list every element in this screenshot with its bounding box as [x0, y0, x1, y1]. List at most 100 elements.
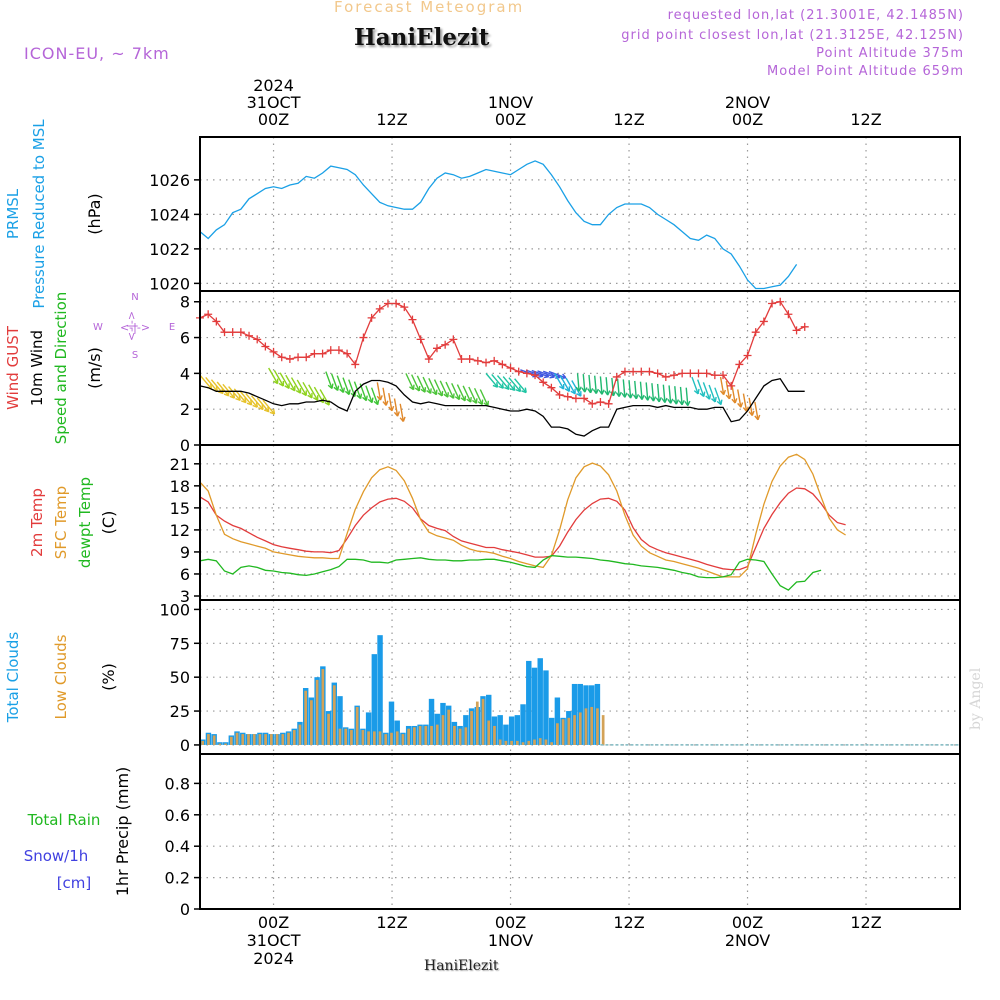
total-cloud-bar: [371, 654, 378, 745]
low-cloud-bar: [515, 740, 519, 745]
gust-marker: [343, 349, 352, 358]
panel-unit: (m/s): [85, 347, 104, 389]
bottom-time-label: 31OCT: [247, 931, 301, 950]
gust-marker: [416, 335, 425, 344]
wind-arrow: [422, 376, 432, 394]
gust-marker: [653, 369, 662, 378]
wind-arrow: [239, 390, 253, 406]
gust-marker: [661, 372, 670, 381]
y-tick-label: 0: [180, 436, 190, 455]
wind-arrow-head: [385, 400, 389, 406]
wind-arrow-head: [658, 397, 662, 403]
low-cloud-bar: [601, 715, 605, 745]
wind-arrow: [725, 381, 731, 399]
gust-marker: [727, 381, 736, 390]
panel-temperature: 3 6 9 12 15 18 21 2m Temp SFC Temp dewpt Temp (C): [28, 444, 961, 606]
wind-arrow-head: [449, 394, 454, 399]
wind-arrow-head: [595, 388, 600, 394]
point-altitude: Point Altitude 375m: [816, 46, 964, 61]
low-cloud-bar: [287, 732, 290, 745]
y-tick-label: 18: [170, 477, 190, 496]
wind-arrow-head: [618, 391, 622, 397]
gust-marker: [334, 346, 343, 355]
wind-arrow-head: [431, 391, 437, 396]
y-tick-label: 2: [180, 400, 190, 419]
panel-frame: [199, 444, 961, 601]
wind-arrow: [731, 385, 736, 404]
wind-arrow-head: [664, 397, 668, 403]
wind-arrow-head: [699, 392, 705, 398]
y-tick-label: 25: [170, 702, 190, 721]
wind-arrow-head: [313, 397, 319, 401]
wind-arrow: [376, 382, 382, 401]
wind-arrow: [639, 381, 643, 400]
wind-arrow-head: [629, 393, 634, 399]
wind-arrow-head: [258, 407, 264, 411]
wind-arrow-head: [223, 393, 229, 397]
wind-arrow-head: [367, 398, 373, 404]
wind-arrow-head: [377, 399, 380, 405]
wind-arrow-head: [757, 414, 761, 420]
wind-arrow-head: [215, 386, 218, 392]
gust-marker: [375, 304, 384, 313]
wind-arrow-head: [601, 389, 605, 395]
gust-marker: [408, 315, 417, 324]
panel-frame: [199, 136, 961, 292]
wind-arrow-head: [402, 416, 406, 422]
low-cloud-bar: [241, 734, 245, 745]
wind-arrow-head: [331, 383, 334, 389]
wind-arrow: [548, 370, 567, 379]
y-tick-label: 15: [170, 499, 190, 518]
wind-arrow-head: [748, 411, 753, 417]
wind-arrow-head: [339, 388, 344, 394]
low-cloud-bar: [453, 725, 456, 745]
wind-arrow-head: [627, 393, 632, 399]
gust-marker: [571, 394, 580, 403]
y-tick-label: 1026: [149, 171, 190, 190]
gust-marker: [212, 317, 221, 326]
wind-arrow-head: [477, 401, 483, 406]
total-cloud-bar: [554, 697, 561, 745]
low-cloud-bar: [550, 742, 554, 745]
wind-arrow: [393, 398, 399, 417]
low-cloud-bar: [401, 734, 405, 745]
gust-marker: [531, 371, 540, 380]
wind-arrow: [514, 378, 527, 393]
gust-marker: [694, 369, 703, 378]
low-cloud-bar: [338, 728, 342, 745]
panel-label: Snow/1h: [24, 847, 89, 865]
wind-arrow-head: [604, 390, 609, 396]
wind-arrow-head: [641, 394, 645, 400]
wind-arrow-head: [521, 390, 527, 394]
y-tick-label: 1024: [149, 205, 190, 224]
low-cloud-bar: [430, 725, 433, 745]
gust-marker: [367, 313, 376, 322]
wind-arrow: [262, 399, 276, 415]
y-tick-label: 6: [180, 565, 190, 584]
y-tick-label: 0.8: [165, 774, 190, 793]
low-cloud-bar: [281, 734, 285, 745]
low-cloud-bar: [590, 706, 594, 745]
low-cloud-bar: [435, 724, 439, 745]
wind-arrow: [565, 377, 576, 395]
wind-arrow-head: [278, 382, 284, 387]
low-cloud-bar: [481, 698, 485, 745]
panel-pressure: 1020 1022 1024 1026 PRMSL Pressure Reduced to…: [4, 119, 961, 309]
total-cloud-bar: [531, 667, 538, 745]
series-10m-wind: [199, 377, 805, 437]
low-cloud-bar: [578, 712, 582, 745]
total-cloud-bar: [388, 701, 395, 745]
wind-arrow: [708, 384, 716, 403]
wind-arrow: [370, 387, 379, 405]
wind-arrow-head: [518, 386, 522, 392]
low-cloud-bar: [310, 700, 313, 745]
wind-arrow: [468, 386, 478, 404]
wind-arrow: [702, 382, 711, 400]
wind-arrow-head: [575, 386, 580, 392]
wind-arrow-head: [250, 399, 253, 406]
total-cloud-bar: [337, 696, 343, 745]
requested-coordinates: requested lon,lat (21.3001E, 42.1485N): [667, 8, 964, 23]
wind-arrow: [714, 387, 722, 405]
low-cloud-bar: [292, 730, 296, 745]
